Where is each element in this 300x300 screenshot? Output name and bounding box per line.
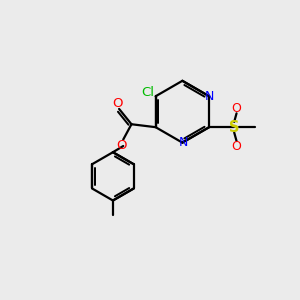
Text: N: N xyxy=(205,90,214,103)
Text: S: S xyxy=(229,120,239,135)
Text: O: O xyxy=(232,102,242,115)
Text: O: O xyxy=(112,97,123,110)
Text: O: O xyxy=(232,140,242,152)
Text: Cl: Cl xyxy=(141,86,154,99)
Text: N: N xyxy=(178,136,188,149)
Text: O: O xyxy=(116,139,127,152)
